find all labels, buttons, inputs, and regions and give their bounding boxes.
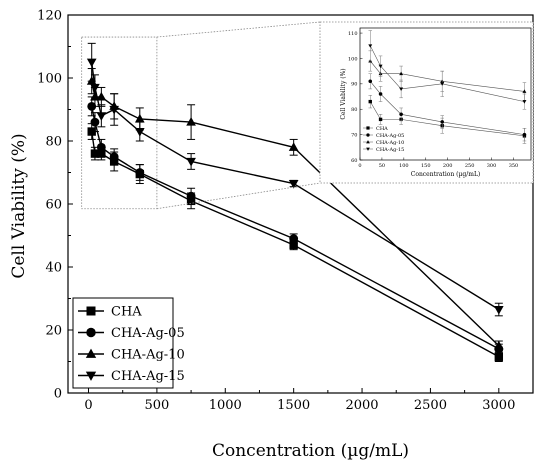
y-tick-label: 40 <box>45 261 62 276</box>
inset-legend-label: CHA-Ag-10 <box>376 140 404 146</box>
inset-legend-marker <box>366 126 370 130</box>
data-point <box>86 58 97 68</box>
data-point <box>90 149 100 158</box>
inset-data-point <box>378 64 383 69</box>
data-point <box>109 152 119 162</box>
legend-marker <box>85 348 97 358</box>
inset-data-point <box>399 87 404 91</box>
inset-data-point <box>522 100 527 104</box>
inset-x-axis-label: Concentration (µg/mL) <box>411 171 481 178</box>
x-tick-label: 2000 <box>345 398 378 413</box>
inset-data-point <box>368 79 373 84</box>
data-point <box>90 117 100 127</box>
zoom-connector-bottom <box>156 182 321 210</box>
inset-data-point <box>399 71 404 76</box>
data-point <box>134 113 145 123</box>
inset-y-tick-label: 80 <box>351 107 357 113</box>
y-tick-label: 60 <box>45 198 62 213</box>
inset-legend-label: CHA-Ag-15 <box>376 147 404 153</box>
inset-legend-marker <box>366 147 370 151</box>
data-point <box>109 105 119 115</box>
inset-panel <box>319 21 534 184</box>
legend-label: CHA <box>111 305 142 320</box>
y-tick-label: 80 <box>45 135 62 150</box>
data-point <box>186 117 196 126</box>
inset-x-tick-label: 0 <box>358 163 361 169</box>
data-point <box>289 234 299 244</box>
zoom-connector-top <box>156 21 321 38</box>
data-point <box>493 305 504 315</box>
inset-data-point <box>378 117 383 122</box>
inset-x-tick-label: 250 <box>465 163 475 169</box>
y-axis-label: Cell Viability (%) <box>9 133 29 278</box>
y-tick-label: 120 <box>37 9 62 24</box>
data-point <box>96 142 106 152</box>
inset-x-tick-label: 350 <box>509 163 519 169</box>
inset-plot-frame <box>359 27 532 161</box>
inset-data-point <box>440 120 444 124</box>
inset-data-point <box>522 132 527 137</box>
legend-marker <box>86 327 96 338</box>
y-tick-label: 0 <box>54 387 62 402</box>
legend-label: CHA-Ag-15 <box>111 369 185 384</box>
inset-data-point <box>522 89 527 93</box>
legend-label: CHA-Ag-10 <box>111 348 185 363</box>
legend-marker <box>86 306 96 316</box>
inset-plot: 60 70 80 90 100 110 0 50 100 150 200 250 300 350 Conce… <box>319 21 534 184</box>
inset-data-point <box>440 82 445 86</box>
legend-marker <box>85 371 97 381</box>
inset-legend-marker <box>366 133 370 137</box>
inset-data-point <box>368 99 372 104</box>
data-point <box>134 127 145 137</box>
data-point <box>493 340 504 350</box>
inset-y-tick-label: 90 <box>351 82 357 88</box>
inset-y-tick-label: 100 <box>348 56 358 62</box>
inset-series-cha-ag-15 <box>368 30 527 110</box>
data-point <box>288 179 299 189</box>
data-point <box>186 191 196 201</box>
x-axis-label: Concentration (µg/mL) <box>212 441 409 461</box>
inset-y-tick-label: 60 <box>351 158 357 164</box>
x-tick-label: 1000 <box>209 398 242 413</box>
inset-legend-marker <box>366 140 370 144</box>
data-point <box>494 352 504 361</box>
x-tick-label: 500 <box>144 398 169 413</box>
data-point <box>288 142 299 151</box>
inset-y-tick-label: 70 <box>351 132 357 138</box>
inset-data-point <box>378 92 383 96</box>
data-point <box>96 112 107 121</box>
inset-x-tick-label: 300 <box>487 163 497 169</box>
inset-legend-label: CHA <box>376 126 388 132</box>
inset-x-tick-label: 150 <box>421 163 431 169</box>
legend: CHA CHA-Ag-05 CHA-Ag-10 CHA-Ag-15 <box>72 297 185 389</box>
inset-y-tick-label: 110 <box>348 31 358 37</box>
data-point <box>90 83 100 93</box>
inset-series-cha-ag-05 <box>368 73 527 142</box>
series-cha-ag-10 <box>86 68 504 351</box>
inset-x-tick-label: 50 <box>379 163 385 169</box>
y-tick-label: 20 <box>45 324 62 339</box>
x-tick-label: 1500 <box>277 398 310 413</box>
data-point <box>186 157 196 167</box>
inset-legend-label: CHA-Ag-05 <box>376 133 404 139</box>
series-cha-ag-05 <box>87 96 504 355</box>
series-line <box>91 62 500 311</box>
y-tick-label: 100 <box>37 72 62 87</box>
legend-label: CHA-Ag-05 <box>111 326 185 341</box>
inset-y-axis-label: Cell Viability (%) <box>340 68 347 119</box>
data-point <box>289 240 298 250</box>
x-tick-label: 2500 <box>414 398 447 413</box>
data-point <box>96 91 107 101</box>
series-cha-ag-15 <box>86 42 504 317</box>
data-point <box>135 168 145 177</box>
inset-x-tick-label: 100 <box>399 163 409 169</box>
inset-x-tick-label: 200 <box>443 163 453 169</box>
x-tick-label: 3000 <box>482 398 515 413</box>
x-tick-label: 0 <box>84 398 92 413</box>
inset-data-point <box>399 112 403 117</box>
inset-data-point <box>368 44 373 48</box>
